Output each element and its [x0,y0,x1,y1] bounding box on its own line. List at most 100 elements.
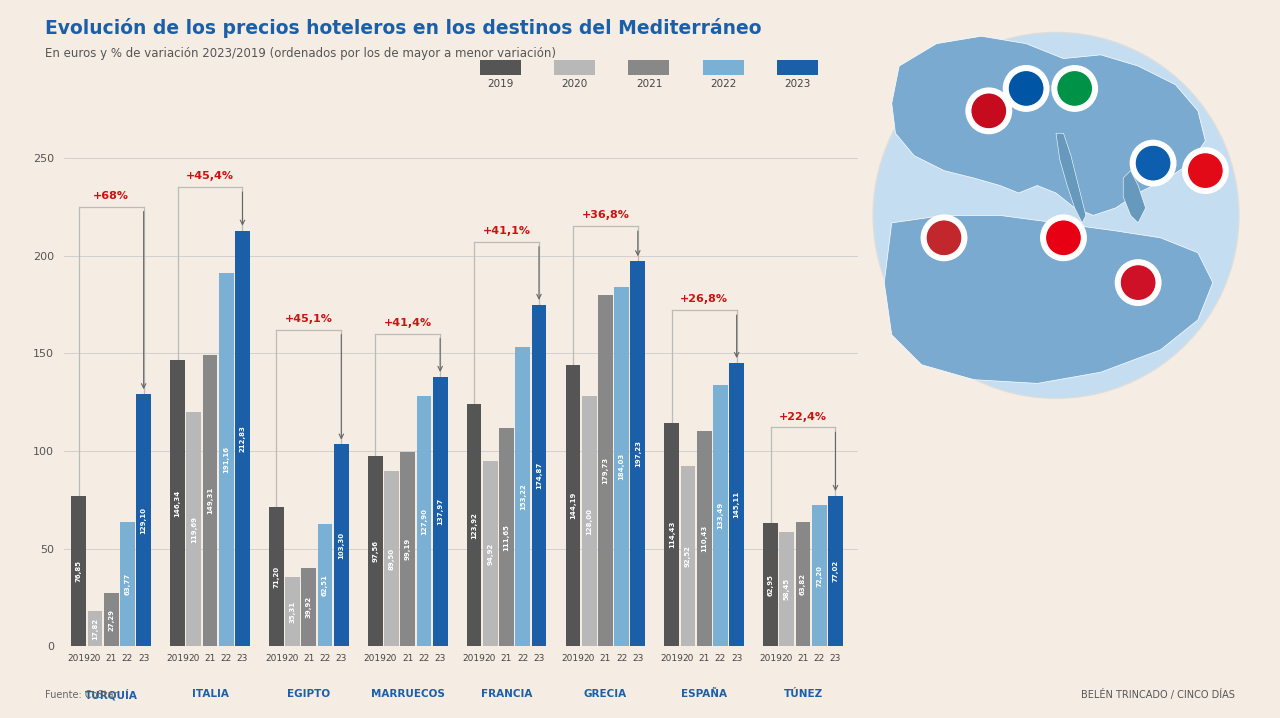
Text: +41,1%: +41,1% [483,226,530,236]
Bar [664,423,680,646]
Text: 197,23: 197,23 [635,440,641,467]
Bar [384,472,399,646]
Circle shape [1116,260,1161,305]
Bar [104,593,119,646]
Text: 72,20: 72,20 [817,564,822,587]
Bar [269,507,284,646]
Text: 94,92: 94,92 [488,542,493,564]
Text: 97,56: 97,56 [372,540,379,562]
Bar [614,286,628,646]
Text: Evolución de los precios hoteleros en los destinos del Mediterráneo: Evolución de los precios hoteleros en lo… [45,18,762,38]
Bar [401,452,415,646]
Bar [566,365,580,646]
Circle shape [925,220,961,256]
Text: EGIPTO: EGIPTO [287,689,330,699]
Polygon shape [892,36,1206,215]
Bar [334,444,348,646]
Bar [120,522,134,646]
Text: 174,87: 174,87 [536,462,541,489]
Text: 62,95: 62,95 [768,574,773,596]
Text: BELÉN TRINCADO / CINCO DÍAS: BELÉN TRINCADO / CINCO DÍAS [1082,689,1235,700]
Text: 153,22: 153,22 [520,483,526,510]
Bar [72,496,86,646]
Text: 123,92: 123,92 [471,512,477,538]
Text: FRANCIA: FRANCIA [481,689,532,699]
Text: 144,19: 144,19 [570,492,576,519]
Circle shape [1009,70,1044,106]
Bar [433,377,448,646]
Bar [416,396,431,646]
Text: GRECIA: GRECIA [584,689,627,699]
Text: TÚNEZ: TÚNEZ [783,689,823,699]
Text: 2022: 2022 [710,79,736,89]
Text: 129,10: 129,10 [141,507,147,533]
Bar [87,612,102,646]
Bar [763,523,778,646]
Text: 89,50: 89,50 [388,548,394,570]
Bar [467,404,481,646]
Circle shape [1135,145,1171,181]
Text: +45,4%: +45,4% [186,172,234,182]
Polygon shape [1124,171,1146,223]
Text: +45,1%: +45,1% [285,314,333,324]
Text: 119,69: 119,69 [191,516,197,543]
Bar [531,304,547,646]
Bar [581,396,596,646]
Text: 71,20: 71,20 [274,566,279,588]
Text: 63,82: 63,82 [800,573,806,595]
Text: +68%: +68% [93,191,129,201]
Text: 149,31: 149,31 [207,487,212,514]
Circle shape [1120,265,1156,301]
Text: +41,4%: +41,4% [384,318,431,328]
Text: 58,45: 58,45 [783,578,790,600]
Bar [202,355,218,646]
Text: 184,03: 184,03 [618,453,625,480]
Text: 212,83: 212,83 [239,425,246,452]
Text: En euros y % de variación 2023/2019 (ordenados por los de mayor a menor variació: En euros y % de variación 2023/2019 (ord… [45,47,556,60]
Circle shape [922,215,966,260]
Circle shape [1130,141,1175,185]
Ellipse shape [873,32,1239,398]
Circle shape [970,93,1006,129]
Polygon shape [884,215,1213,383]
Text: 63,77: 63,77 [124,573,131,595]
Text: +22,4%: +22,4% [780,411,827,421]
Text: TURQUÍA: TURQUÍA [84,689,138,701]
Text: +26,8%: +26,8% [680,294,728,304]
Text: 2020: 2020 [562,79,588,89]
Bar [367,456,383,646]
Bar [136,394,151,646]
Bar [516,347,530,646]
Circle shape [1041,215,1085,260]
Text: 145,11: 145,11 [733,491,740,518]
Bar [236,230,250,646]
Text: 92,52: 92,52 [685,545,691,567]
Text: 191,16: 191,16 [223,446,229,473]
Text: 17,82: 17,82 [92,617,99,640]
Text: 133,49: 133,49 [717,502,723,529]
Bar [631,261,645,646]
Text: 77,02: 77,02 [832,560,838,582]
Circle shape [1052,66,1097,111]
Text: 35,31: 35,31 [289,601,296,623]
Text: 2021: 2021 [636,79,662,89]
Text: 2019: 2019 [488,79,513,89]
Circle shape [1046,220,1082,256]
Bar [696,431,712,646]
Circle shape [1183,148,1228,193]
Bar [681,465,695,646]
Polygon shape [1056,134,1085,223]
Bar [796,521,810,646]
Text: ITALIA: ITALIA [192,689,228,699]
Text: 27,29: 27,29 [109,609,114,630]
Text: 2023: 2023 [785,79,810,89]
Bar [780,532,794,646]
Text: 137,97: 137,97 [438,498,443,525]
Circle shape [1057,70,1093,106]
Text: 39,92: 39,92 [306,596,312,618]
Text: +36,8%: +36,8% [581,210,630,220]
Bar [483,461,498,646]
Text: ESPAÑA: ESPAÑA [681,689,727,699]
Bar [302,568,316,646]
Bar [285,577,300,646]
